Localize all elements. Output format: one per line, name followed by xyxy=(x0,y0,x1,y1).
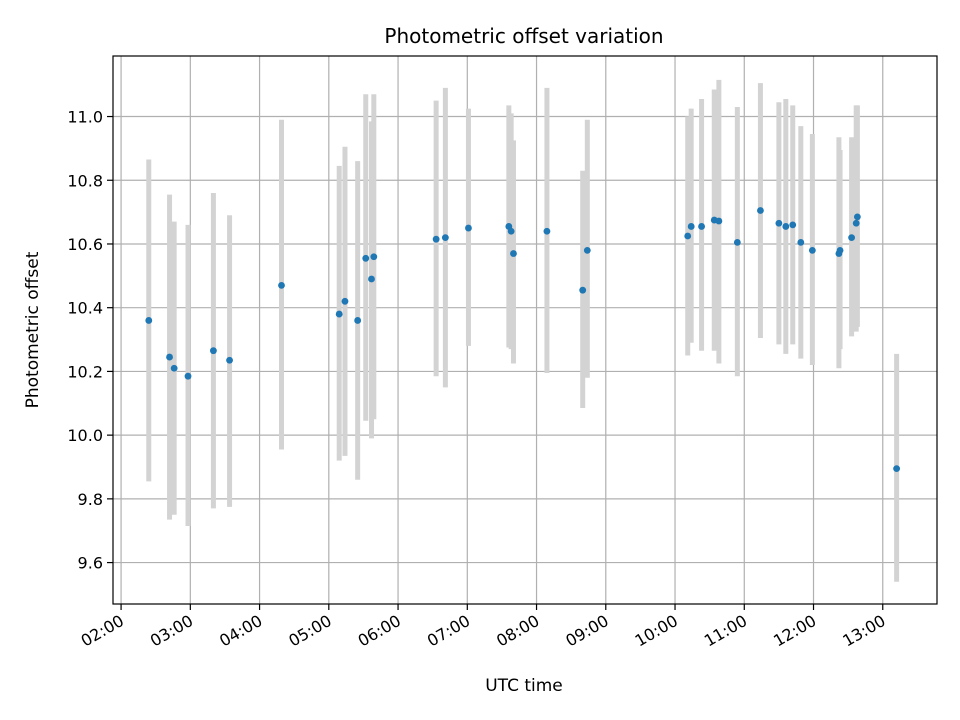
y-tick-label: 10.2 xyxy=(67,362,103,381)
data-point xyxy=(170,364,178,372)
data-point xyxy=(579,286,587,294)
data-point xyxy=(893,465,901,472)
data-point xyxy=(848,234,855,242)
data-points xyxy=(145,207,901,472)
data-point xyxy=(210,347,217,355)
data-point xyxy=(465,224,472,232)
data-point xyxy=(583,246,591,254)
y-axis-ticks: 9.6 9.8 10.0 10.2 10.4 10.6 10.8 11.0 xyxy=(67,108,113,573)
data-point xyxy=(510,250,517,257)
chart-title: Photometric offset variation xyxy=(384,24,663,48)
plot-area-frame xyxy=(112,55,938,605)
y-tick-label: 9.6 xyxy=(78,554,103,573)
data-point xyxy=(836,246,844,254)
data-point xyxy=(166,353,173,361)
y-tick-label: 9.8 xyxy=(78,490,103,509)
data-point xyxy=(278,281,285,289)
data-point xyxy=(782,223,790,230)
data-point xyxy=(733,238,741,246)
y-tick-label: 10.8 xyxy=(67,171,103,190)
data-point xyxy=(797,238,805,246)
data-point xyxy=(698,223,705,230)
data-point xyxy=(335,310,343,318)
data-point xyxy=(368,275,375,283)
y-tick-label: 10.6 xyxy=(67,235,103,254)
data-point xyxy=(757,207,764,214)
data-point xyxy=(354,317,362,324)
data-point xyxy=(775,219,783,227)
y-tick-label: 11.0 xyxy=(67,108,103,127)
data-point xyxy=(370,253,378,261)
data-point xyxy=(145,317,153,324)
data-point xyxy=(341,297,349,305)
data-point xyxy=(441,234,449,242)
data-point xyxy=(808,246,816,254)
y-axis-label: Photometric offset xyxy=(23,251,43,408)
data-point xyxy=(852,219,860,227)
data-point xyxy=(432,235,440,243)
data-point xyxy=(507,227,515,235)
x-axis-label: UTC time xyxy=(485,676,563,696)
data-point xyxy=(543,227,551,235)
data-point xyxy=(715,217,723,225)
y-tick-label: 10.0 xyxy=(67,426,103,445)
data-point xyxy=(184,372,192,380)
data-point xyxy=(226,356,233,364)
data-point xyxy=(853,213,861,221)
y-tick-label: 10.4 xyxy=(67,299,103,318)
data-point xyxy=(362,254,370,262)
data-point xyxy=(684,232,692,240)
data-point xyxy=(789,221,797,229)
data-point xyxy=(687,223,695,230)
